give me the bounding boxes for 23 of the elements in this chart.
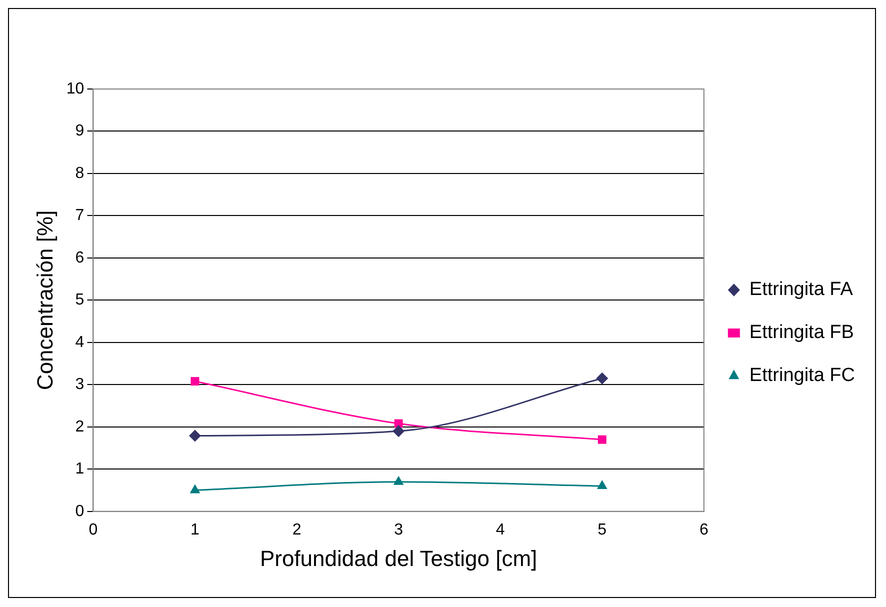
x-axis-title: Profundidad del Testigo [cm] <box>260 546 538 571</box>
y-tick-label: 10 <box>66 80 84 98</box>
legend-label: Ettringita FB <box>749 322 854 344</box>
legend-label: Ettringita FA <box>749 279 854 300</box>
y-tick-label: 7 <box>75 207 84 224</box>
x-tick-label: 1 <box>190 521 200 538</box>
y-tick-label: 9 <box>75 122 84 140</box>
y-tick-label: 2 <box>75 418 84 436</box>
y-tick-label: 4 <box>75 334 84 351</box>
x-tick-label: 6 <box>699 521 708 538</box>
x-tick-label: 2 <box>292 521 302 538</box>
y-tick-label: 1 <box>75 460 84 478</box>
y-tick-label: 3 <box>75 376 84 394</box>
y-tick-label: 5 <box>75 292 84 309</box>
y-tick-label: 6 <box>75 249 84 266</box>
legend-label: Ettringita FC <box>749 365 856 386</box>
y-tick-label: 0 <box>75 502 84 520</box>
x-tick-label: 0 <box>88 521 98 538</box>
y-tick-label: 8 <box>75 164 84 182</box>
x-tick-label: 4 <box>496 521 505 538</box>
y-axis-title: Concentración [%] <box>32 210 58 390</box>
x-tick-label: 3 <box>394 521 404 538</box>
x-tick-label: 5 <box>598 521 607 538</box>
